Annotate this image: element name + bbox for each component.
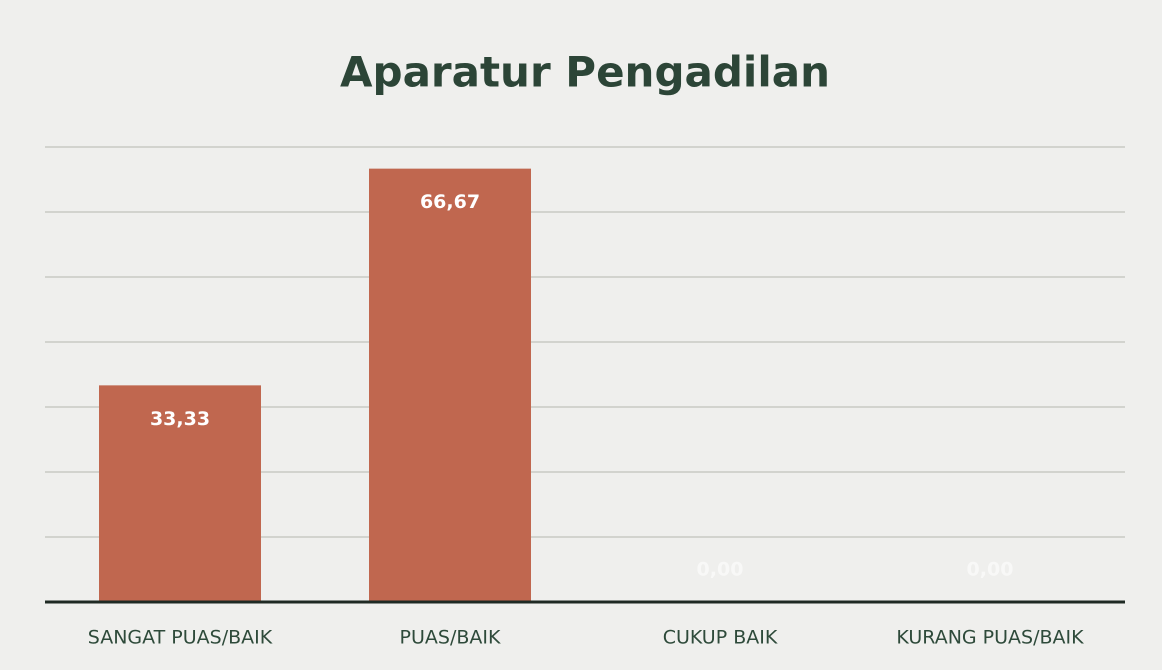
value-label: 0,00 — [697, 559, 744, 581]
value-label: 0,00 — [967, 559, 1014, 581]
value-label: 66,67 — [420, 191, 480, 213]
value-label: 33,33 — [150, 408, 210, 430]
chart-title: Aparatur Pengadilan — [340, 48, 830, 97]
x-tick-label: SANGAT PUAS/BAIK — [88, 627, 273, 649]
bar — [369, 168, 531, 602]
x-tick-label: KURANG PUAS/BAIK — [896, 627, 1084, 649]
x-tick-label: CUKUP BAIK — [663, 627, 778, 649]
x-tick-label: PUAS/BAIK — [400, 627, 501, 649]
bar — [99, 385, 261, 602]
